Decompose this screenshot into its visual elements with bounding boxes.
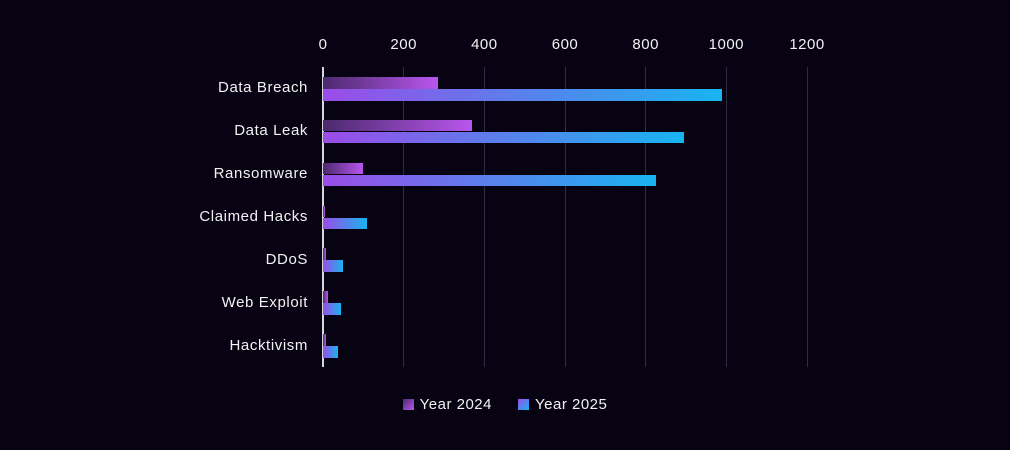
category-label-ransomware: Ransomware bbox=[213, 165, 308, 183]
bar-year-2025-hacktivism bbox=[323, 346, 338, 358]
category-label-hacktivism: Hacktivism bbox=[229, 336, 308, 354]
bar-year-2025-claimed-hacks bbox=[323, 217, 368, 230]
legend-label-year-2025: Year 2025 bbox=[535, 395, 608, 413]
bar-year-2024-claimed-hacks bbox=[323, 205, 326, 218]
category-label-data-breach: Data Breach bbox=[218, 79, 308, 97]
category-label-data-leak: Data Leak bbox=[234, 122, 308, 140]
category-label-claimed-hacks: Claimed Hacks bbox=[199, 208, 308, 225]
bar-year-2025-data-breach bbox=[323, 89, 723, 101]
gridline-400 bbox=[483, 67, 485, 367]
bar-year-2024-data-breach bbox=[323, 77, 438, 89]
bar-year-2025-ransomware bbox=[323, 174, 656, 187]
x-tick-label-1000: 1000 bbox=[708, 36, 745, 53]
category-label-ddos: DDoS bbox=[265, 250, 308, 268]
x-tick-label-800: 800 bbox=[632, 36, 659, 53]
legend-swatch-year-2025-icon bbox=[518, 398, 529, 410]
legend-swatch-year-2024-icon bbox=[402, 398, 414, 410]
bar-year-2025-ddos bbox=[323, 260, 344, 272]
x-tick-label-200: 200 bbox=[390, 36, 417, 53]
legend-item-year-2024: Year 2024 bbox=[402, 395, 492, 413]
bar-year-2024-ddos bbox=[323, 248, 326, 260]
gridline-800 bbox=[645, 67, 647, 367]
x-tick-label-1200: 1200 bbox=[789, 36, 825, 53]
gridline-1000 bbox=[725, 67, 727, 367]
plot-area bbox=[322, 67, 808, 367]
x-tick-label-600: 600 bbox=[551, 36, 579, 53]
gridline-1200 bbox=[806, 67, 808, 367]
bar-year-2024-hacktivism bbox=[323, 334, 327, 346]
x-tick-label-400: 400 bbox=[471, 36, 498, 53]
category-label-web-exploit: Web Exploit bbox=[221, 293, 308, 311]
legend-item-year-2025: Year 2025 bbox=[518, 396, 607, 413]
legend-label-year-2024: Year 2024 bbox=[419, 395, 492, 413]
gridline-600 bbox=[564, 67, 566, 367]
bar-year-2025-web-exploit bbox=[323, 303, 341, 315]
gridline-200 bbox=[403, 67, 405, 367]
x-tick-label-0: 0 bbox=[318, 36, 328, 53]
bar-year-2024-data-leak bbox=[323, 119, 473, 132]
bar-year-2024-ransomware bbox=[323, 162, 364, 175]
bar-year-2025-data-leak bbox=[323, 131, 684, 144]
legend: Year 2024 Year 2025 bbox=[0, 394, 1010, 414]
bar-year-2024-web-exploit bbox=[323, 291, 328, 303]
